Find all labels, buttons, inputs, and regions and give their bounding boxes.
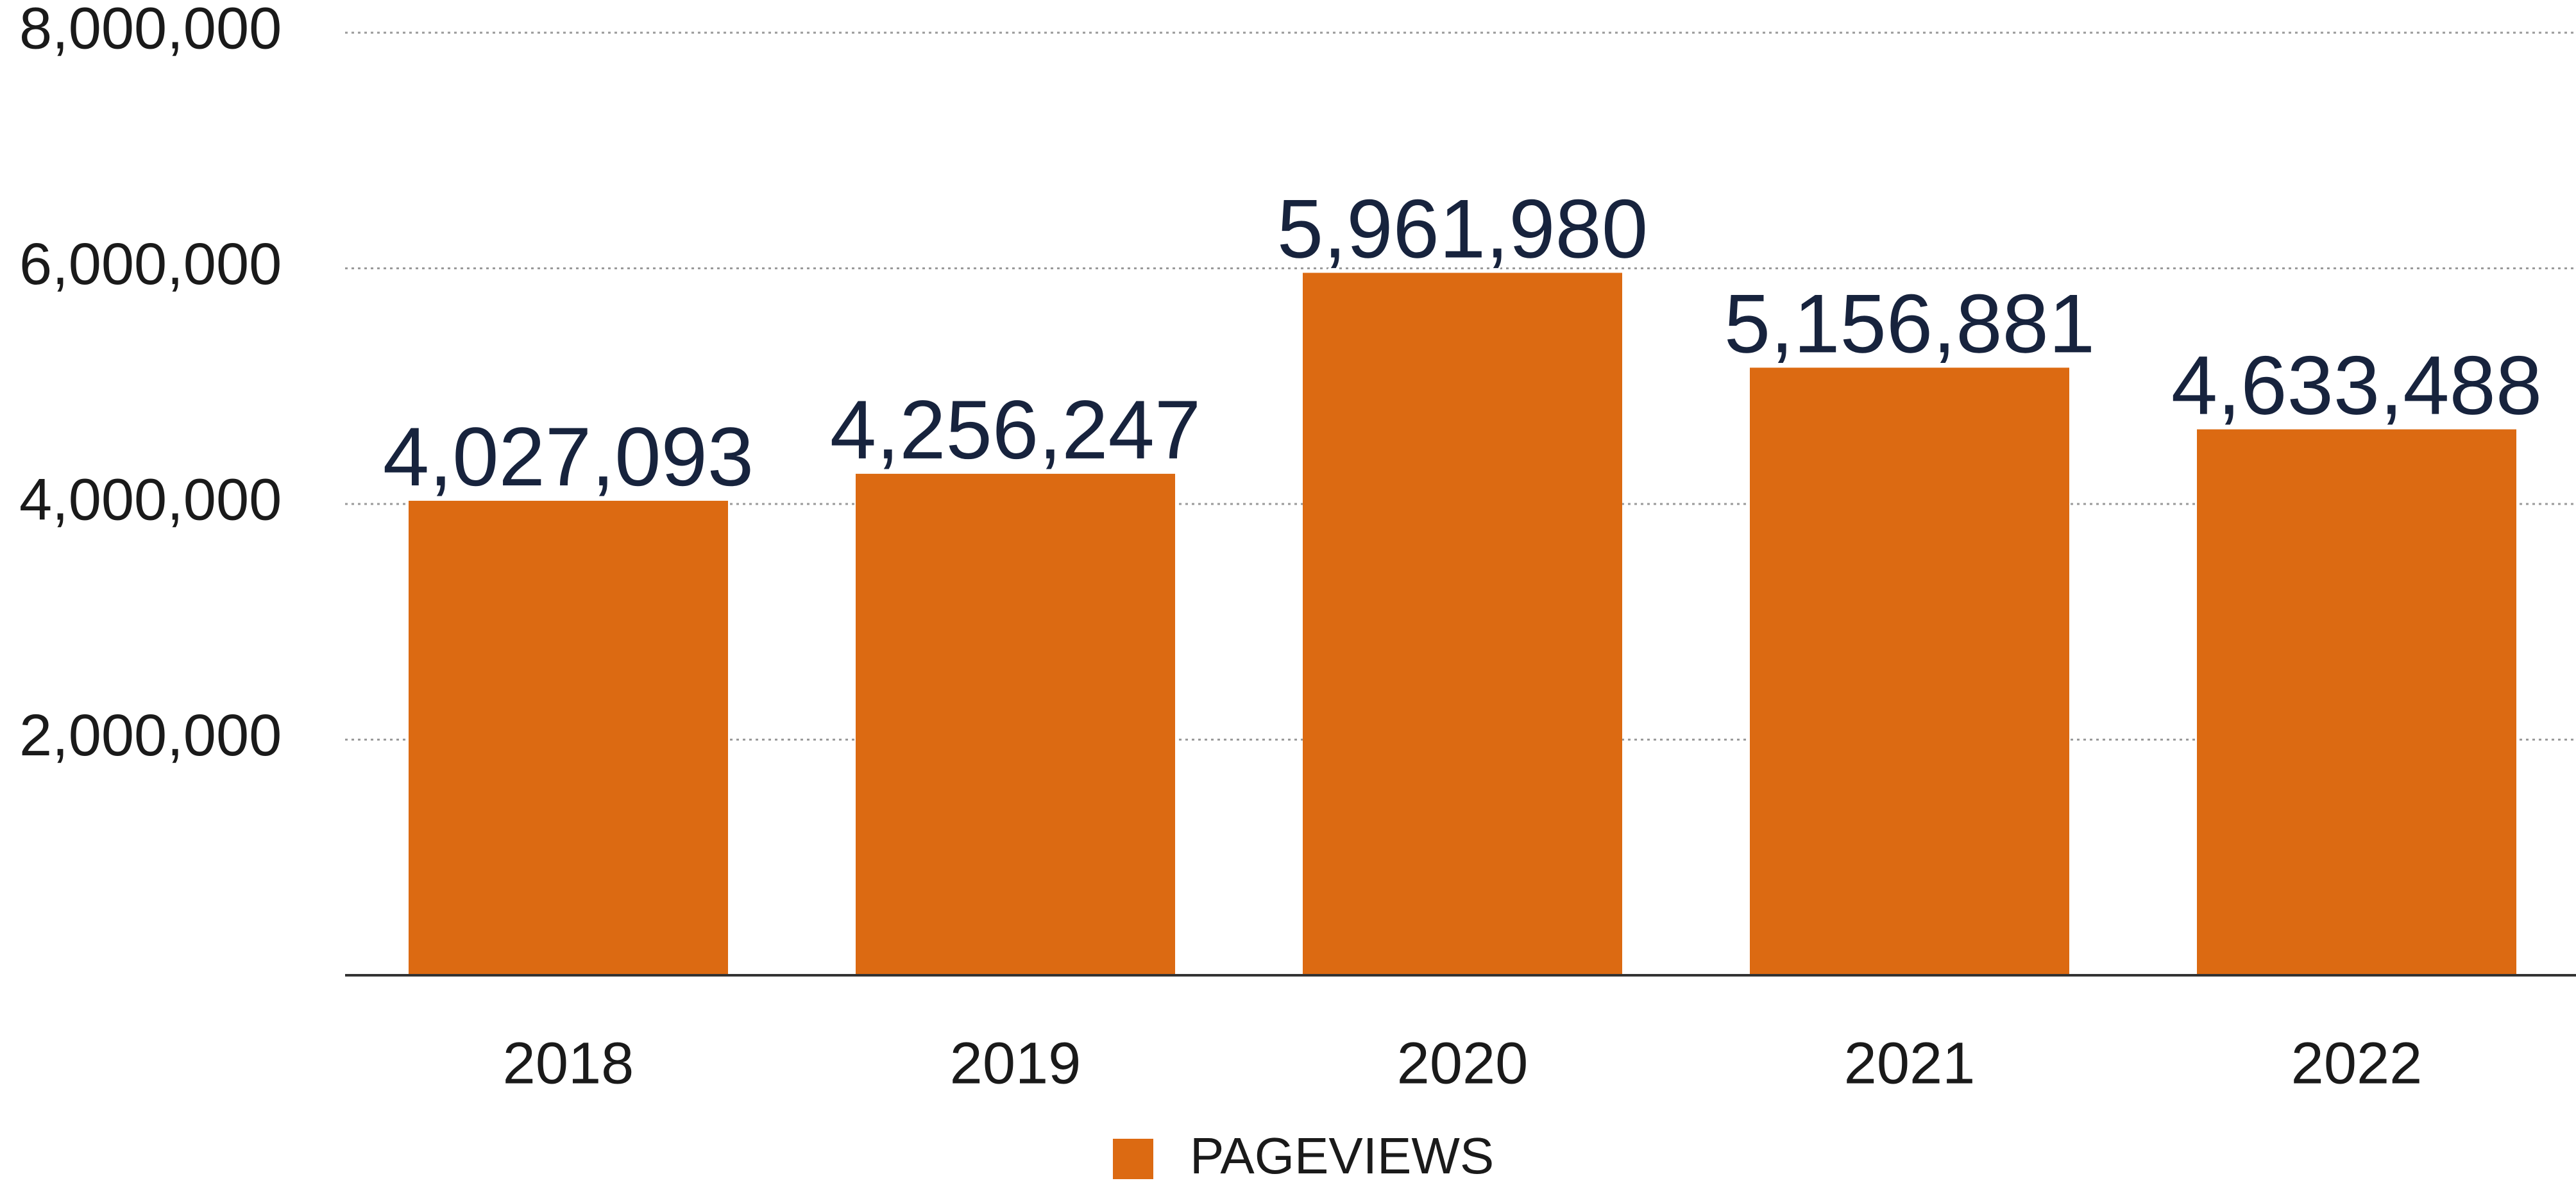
legend-swatch: [1113, 1139, 1153, 1179]
y-tick-label: 8,000,000: [19, 0, 282, 61]
bar-2018: [409, 501, 728, 975]
bar-2021: [1750, 367, 2069, 975]
y-tick-label: 2,000,000: [19, 703, 282, 768]
bar-2019: [856, 473, 1175, 975]
bar-2022: [2197, 429, 2516, 975]
bar-2020: [1303, 273, 1622, 975]
legend-label: PAGEVIEWS: [1190, 1127, 1494, 1183]
y-axis-tick-labels: 2,000,000 4,000,000 6,000,000 8,000,000: [19, 0, 282, 768]
x-tick-label-2019: 2019: [950, 1030, 1081, 1096]
x-tick-label-2018: 2018: [503, 1030, 634, 1096]
y-tick-label: 6,000,000: [19, 231, 282, 297]
data-label-2022: 4,633,488: [2171, 339, 2542, 432]
y-tick-label: 4,000,000: [19, 467, 282, 532]
data-label-2019: 4,256,247: [830, 383, 1201, 476]
x-tick-label-2020: 2020: [1397, 1030, 1529, 1096]
x-tick-label-2022: 2022: [2291, 1030, 2423, 1096]
data-label-2021: 5,156,881: [1724, 276, 2095, 370]
data-labels: 4,027,093 4,256,247 5,961,980 5,156,881 4,63…: [381, 180, 2544, 505]
data-label-2018: 4,027,093: [383, 410, 754, 503]
bars: [409, 273, 2516, 975]
x-tick-label-2021: 2021: [1844, 1030, 1976, 1096]
data-label-2020: 5,961,980: [1277, 181, 1648, 275]
legend: PAGEVIEWS: [1113, 1127, 1494, 1183]
x-axis-tick-labels: 2018 2019 2020 2021 2022: [503, 1030, 2423, 1096]
